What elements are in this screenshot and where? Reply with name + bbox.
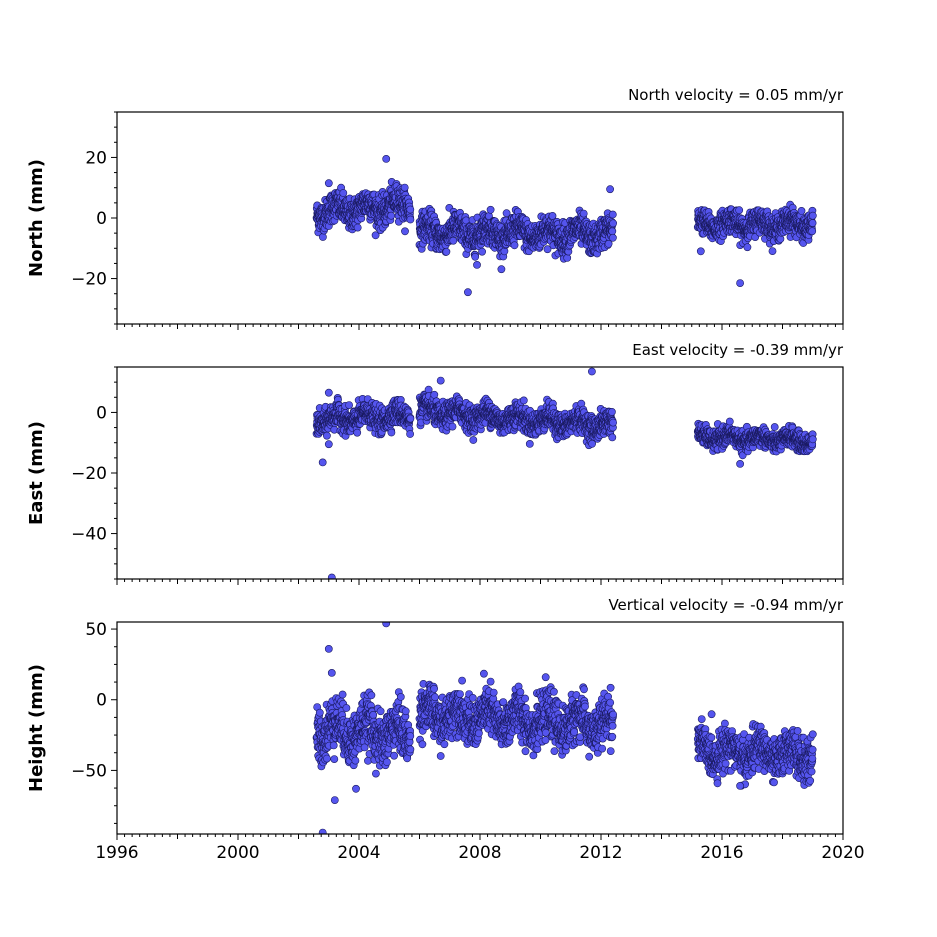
east-outlier-point: [327, 573, 336, 579]
north-data-point: [318, 233, 327, 241]
east-data-point: [345, 401, 353, 409]
east-data-point: [353, 428, 362, 437]
north-data-point: [743, 243, 752, 252]
east-y-tick-label: −40: [71, 525, 107, 545]
north-data-point: [563, 253, 572, 262]
north-outlier-point: [382, 154, 391, 163]
north-data-point: [449, 236, 458, 245]
north-data-point: [797, 206, 806, 215]
east-outlier-point: [324, 440, 333, 449]
north-data-point: [486, 205, 495, 214]
east-data-point: [608, 433, 617, 442]
east-data-point: [406, 430, 414, 438]
east-data-point: [770, 423, 779, 431]
north-data-point: [808, 211, 817, 220]
north-y-tick-label: −20: [71, 270, 107, 290]
north-data-point: [442, 247, 451, 256]
east-outlier-point: [736, 459, 744, 468]
north-data-point: [808, 227, 817, 236]
north-data-point: [768, 247, 777, 255]
north-velocity-title: North velocity = 0.05 mm/yr: [628, 86, 844, 104]
north-outlier-point: [473, 260, 481, 269]
east-data-point: [430, 390, 439, 399]
north-data-point: [339, 189, 348, 197]
north-data-point: [808, 219, 817, 227]
east-data-point: [725, 417, 734, 426]
east-velocity-title: East velocity = -0.39 mm/yr: [632, 341, 844, 359]
panels: North velocity = 0.05 mm/yr North (mm) 20 0…: [26, 86, 865, 863]
north-y-axis-label: North (mm): [26, 159, 47, 277]
north-outlier-point: [736, 279, 744, 287]
north-panel: North velocity = 0.05 mm/yr North (mm) 20 0…: [26, 86, 844, 330]
north-data-point: [608, 210, 617, 219]
north-y-tick-label: 20: [85, 148, 107, 168]
east-data-point: [387, 428, 396, 437]
north-data-point: [406, 215, 415, 224]
north-data-point: [735, 206, 744, 215]
east-data-point: [469, 436, 478, 444]
north-data-point: [401, 227, 409, 236]
north-data-point: [353, 223, 362, 232]
north-outlier-point: [324, 179, 333, 188]
north-data-point: [609, 233, 617, 242]
east-data-point: [322, 431, 331, 440]
east-data-point: [519, 396, 528, 405]
north-data-point: [478, 247, 486, 256]
east-outlier-point: [318, 458, 327, 467]
north-series: [312, 154, 817, 297]
north-data-point: [579, 209, 588, 218]
east-y-axis-label: East (mm): [26, 421, 47, 525]
north-data-point: [387, 211, 396, 220]
east-outlier-point: [588, 367, 596, 376]
north-data-point: [609, 219, 617, 228]
north-data-point: [406, 205, 415, 214]
north-data-point: [497, 265, 506, 274]
east-data-point: [406, 414, 415, 423]
east-data-point: [608, 407, 616, 416]
east-data-point: [808, 435, 817, 444]
east-data-point: [609, 418, 617, 427]
north-data-point: [604, 239, 613, 248]
east-series: [312, 367, 817, 579]
north-outlier-point: [606, 185, 614, 194]
east-y-tick-label: −20: [71, 464, 107, 484]
north-data-point: [510, 241, 519, 250]
east-outlier-point: [436, 376, 445, 385]
north-outlier-point: [463, 288, 472, 297]
north-data-point: [608, 227, 617, 236]
east-data-point: [525, 439, 534, 448]
north-outlier-point: [696, 247, 705, 256]
north-data-point: [400, 183, 409, 192]
north-data-point: [471, 252, 480, 261]
north-data-point: [502, 209, 511, 218]
north-data-point: [371, 231, 380, 240]
north-y-tick-label: 0: [96, 209, 107, 229]
east-panel: East velocity = -0.39 mm/yr East (mm) 0 −20…: [26, 341, 844, 585]
east-y-tick-label: 0: [96, 403, 107, 423]
north-data-point: [543, 245, 552, 254]
east-outlier-point: [324, 388, 333, 397]
east-data-point: [448, 422, 457, 431]
